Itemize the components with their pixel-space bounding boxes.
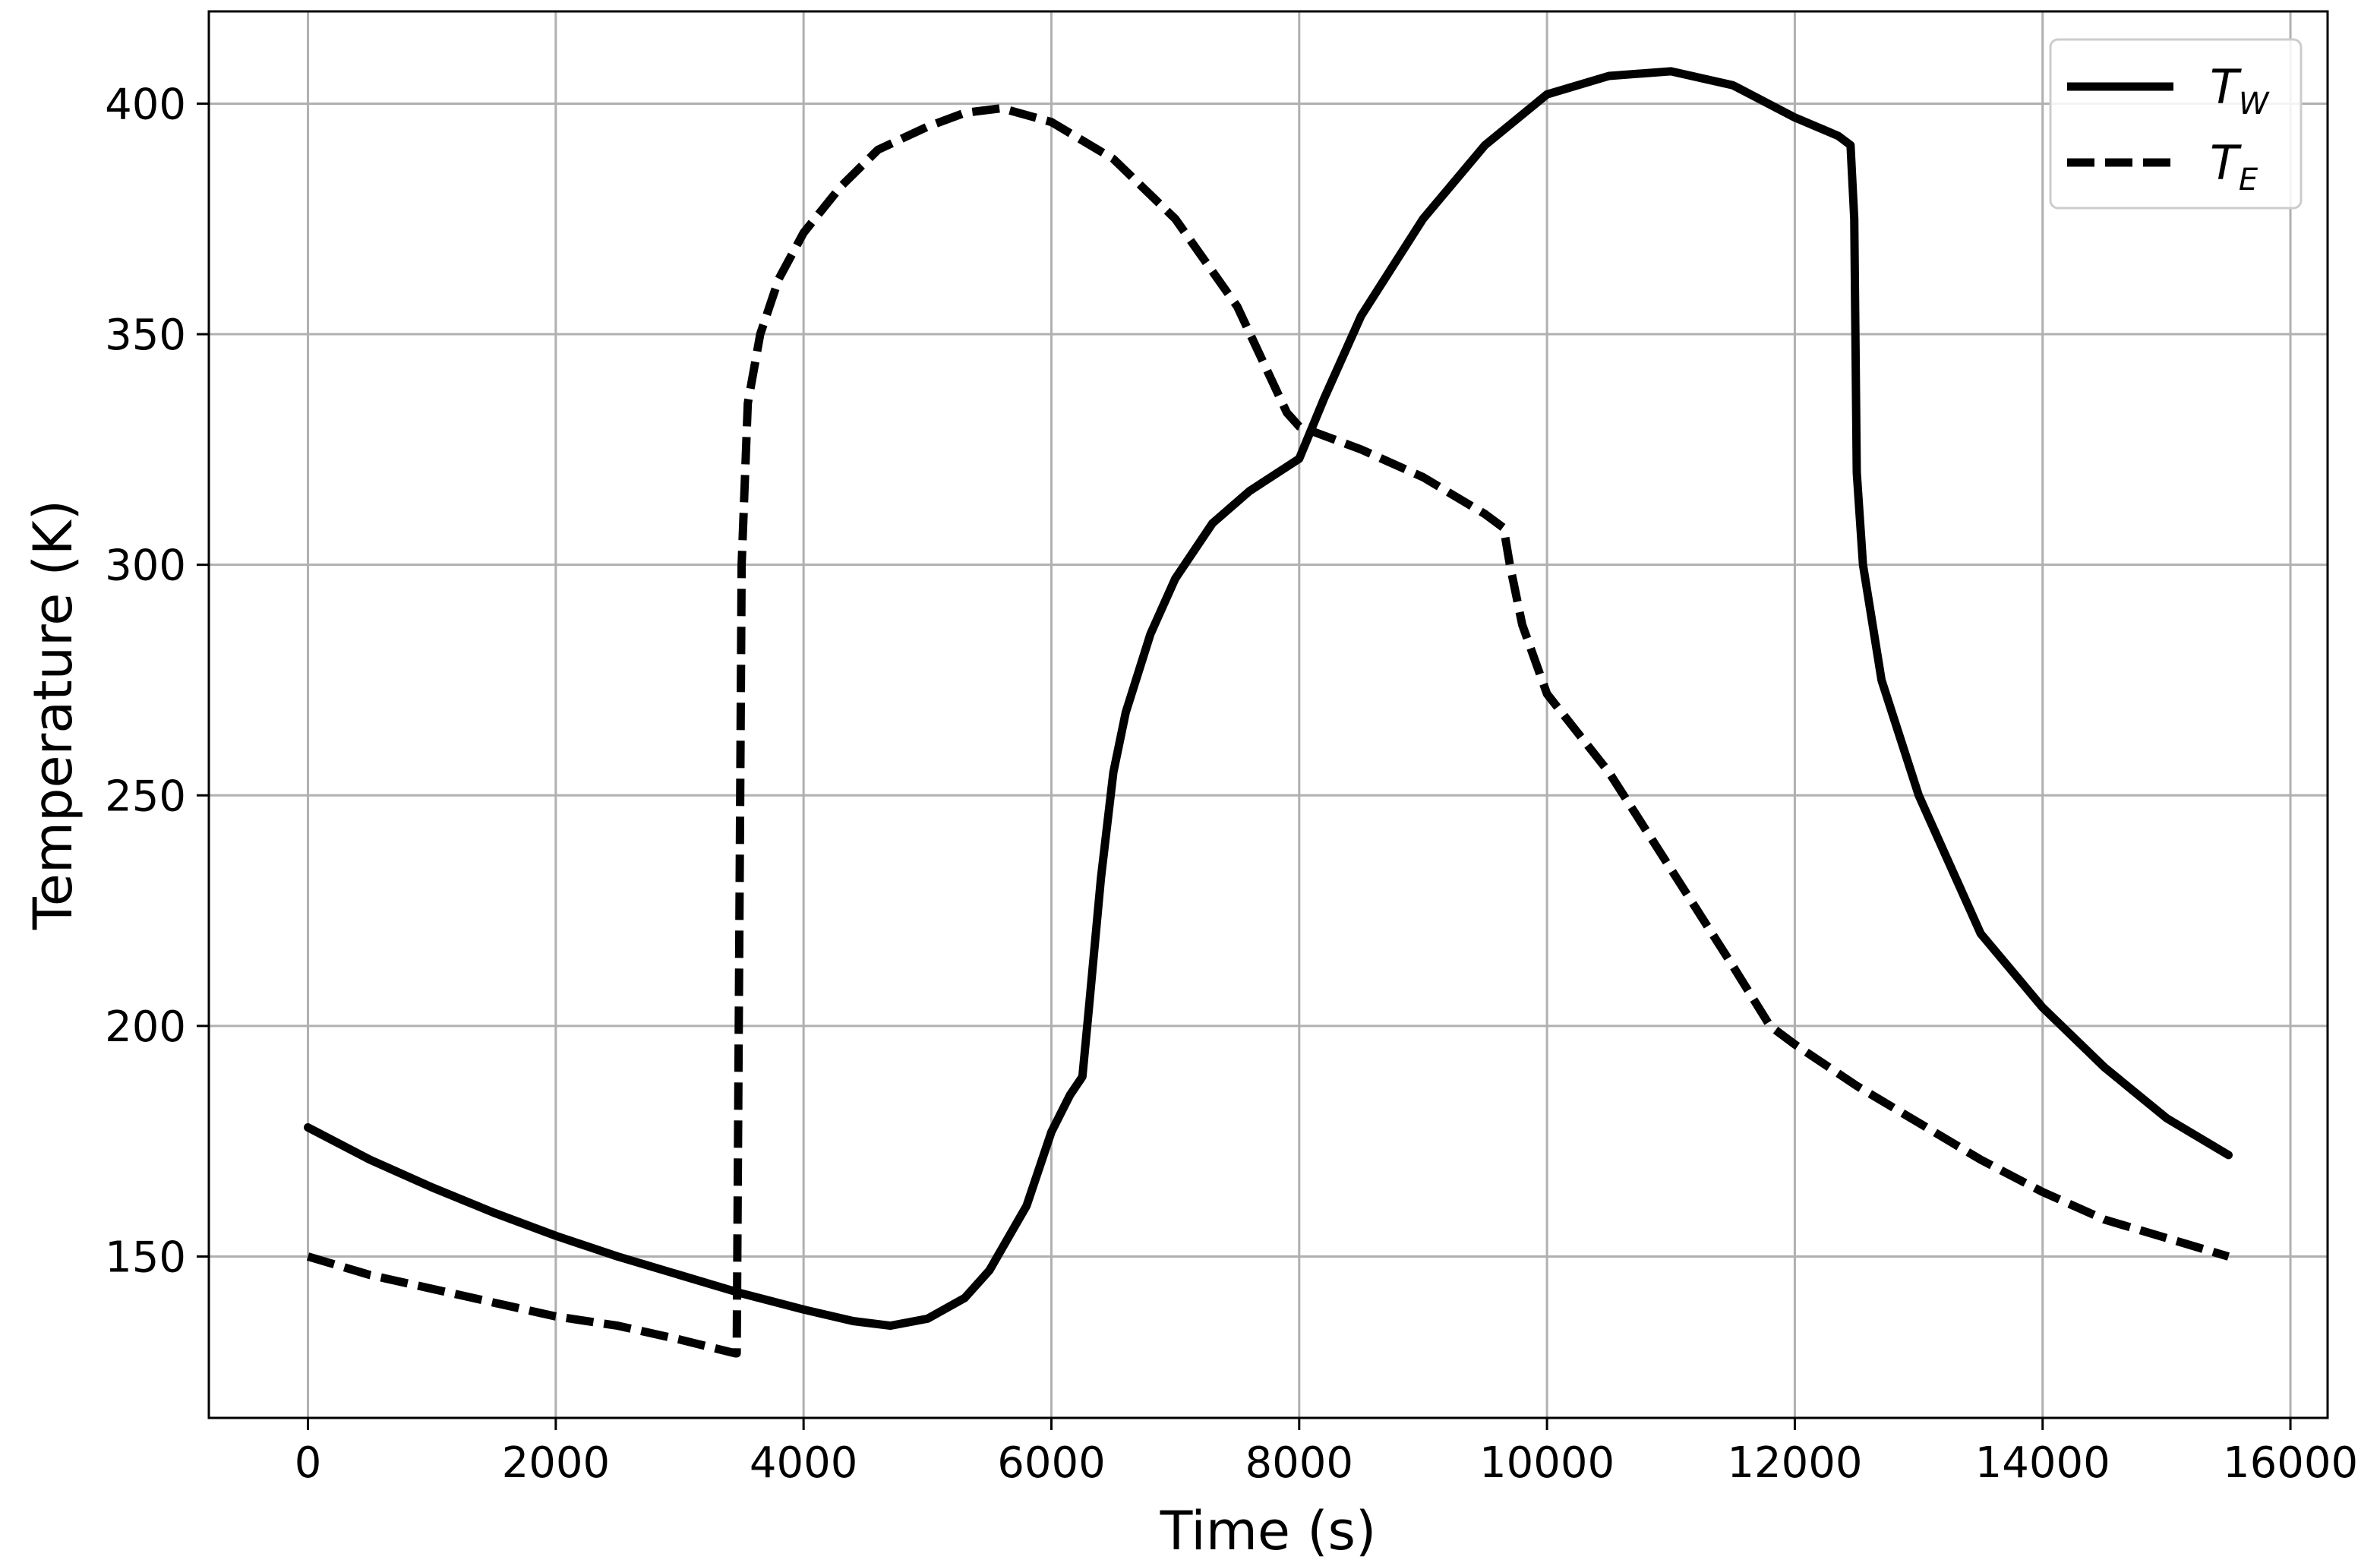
x-tick-labels: 0 2000 4000 6000 8000 10000 12000 14000 16000: [295, 1438, 2358, 1488]
x-tick-label: 8000: [1245, 1438, 1354, 1488]
x-tick-label: 0: [295, 1438, 322, 1488]
grid: [209, 11, 2328, 1418]
series-line-t-e: [306, 104, 2230, 1358]
y-tick-label: 150: [105, 1233, 186, 1282]
x-axis-label: Time (s): [1160, 1500, 1377, 1562]
legend-label: TE: [2210, 135, 2258, 197]
x-tick-label: 4000: [750, 1438, 858, 1488]
y-axis-label: Temperature (K): [22, 500, 84, 930]
y-tick-label: 300: [105, 541, 186, 591]
y-tick-label: 400: [105, 80, 186, 129]
plot-frame: [207, 10, 2329, 1419]
x-tick-label: 2000: [502, 1438, 611, 1488]
legend-label: TW: [2210, 59, 2270, 122]
series-layer: [304, 67, 2233, 1358]
x-tick-label: 6000: [997, 1438, 1106, 1488]
legend-box: [2049, 38, 2303, 210]
x-tick-label: 14000: [1975, 1438, 2110, 1488]
y-tick-label: 350: [105, 311, 186, 360]
series-line-t-w: [304, 67, 2233, 1331]
x-tick-label: 12000: [1727, 1438, 1862, 1488]
ticks: [197, 102, 2292, 1430]
legend: TW TE: [2049, 38, 2303, 210]
y-tick-label: 200: [105, 1002, 186, 1052]
x-tick-label: 16000: [2223, 1438, 2358, 1488]
y-tick-label: 250: [105, 772, 186, 821]
y-tick-labels: 150 200 250 300 350 400: [105, 80, 186, 1282]
x-tick-label: 10000: [1479, 1438, 1615, 1488]
